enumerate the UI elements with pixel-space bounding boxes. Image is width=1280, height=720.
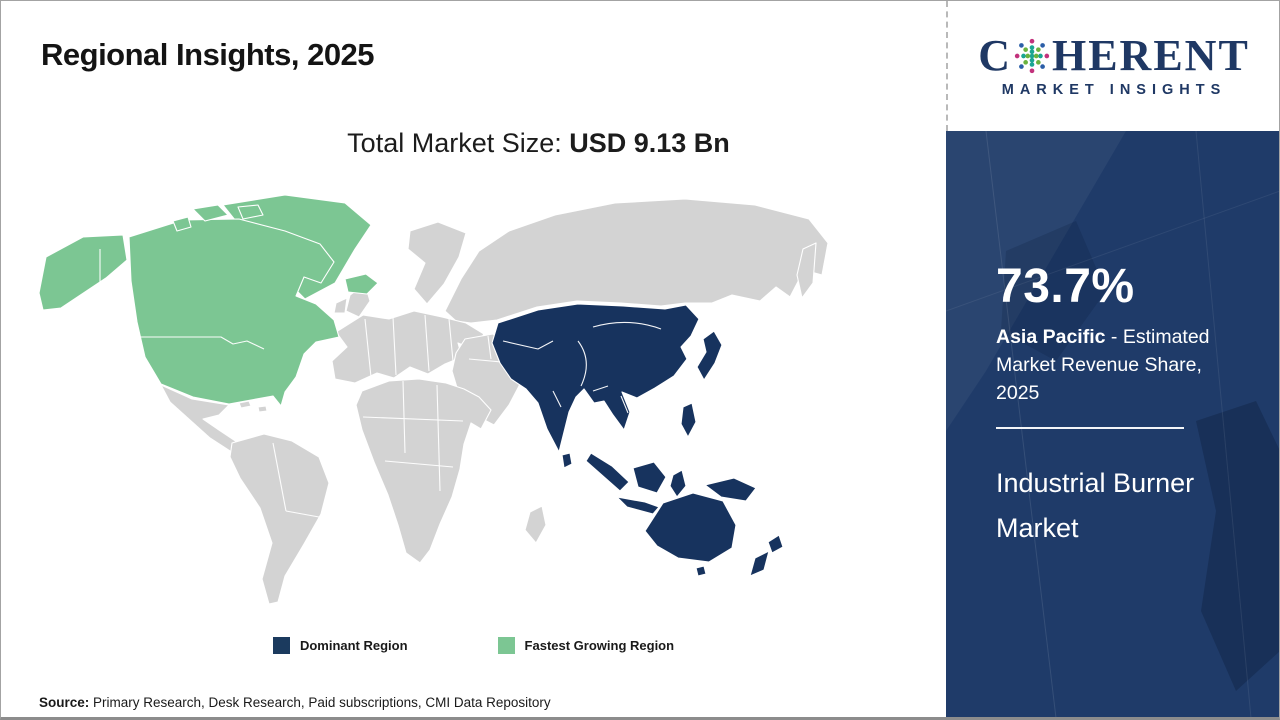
java [616, 496, 660, 515]
logo-tagline: MARKET INSIGHTS [1001, 82, 1227, 98]
alaska [38, 234, 128, 311]
scandinavia [407, 221, 467, 305]
russia [444, 198, 829, 324]
legend-item-dominant: Dominant Region [272, 637, 408, 654]
source-label: Source: [39, 695, 90, 710]
stat-region: Asia Pacific [996, 326, 1106, 348]
source-text: Primary Research, Desk Research, Paid su… [89, 695, 551, 710]
borneo [632, 461, 667, 494]
dominant-region-label: Dominant Region [299, 638, 408, 653]
south-america [229, 433, 330, 605]
coherent-logo: C HERENT [978, 34, 1250, 78]
total-market-size-value: USD 9.13 Bn [569, 128, 730, 158]
logo-globe-icon [1014, 38, 1050, 74]
fastest-growing-region-swatch [497, 637, 515, 654]
arctic-island-1 [192, 204, 229, 222]
sumatra [585, 452, 630, 492]
sidebar-content: 73.7% Asia Pacific - Estimated Market Re… [946, 131, 1279, 717]
page-title: Regional Insights, 2025 [41, 37, 375, 72]
japan [696, 330, 723, 381]
us-canada-border [99, 249, 265, 350]
total-market-size-label: Total Market Size: [347, 128, 570, 158]
africa-borders [362, 380, 464, 492]
logo-word-end: HERENT [1051, 31, 1250, 80]
stat-value: 73.7% [996, 260, 1135, 313]
arctic-island-3 [172, 216, 192, 232]
source-line: Source: Primary Research, Desk Research,… [39, 695, 551, 710]
philippines [680, 402, 697, 438]
fastest-growing-region-label: Fastest Growing Region [524, 638, 675, 653]
logo-area: C HERENT MARKET INSIGHTS [946, 1, 1279, 131]
divider-line [996, 427, 1184, 429]
legend-item-fastest: Fastest Growing Region [497, 637, 675, 654]
iceland [344, 273, 379, 295]
logo-word-start: C [978, 31, 1012, 80]
kamchatka [796, 242, 817, 299]
africa [355, 378, 492, 564]
sidebar: 73.7% Asia Pacific - Estimated Market Re… [946, 131, 1279, 717]
world-map [33, 191, 833, 621]
asia-borders [502, 321, 662, 414]
new-zealand-north [767, 534, 784, 554]
sulawesi [669, 469, 687, 498]
world-map-svg [38, 194, 829, 605]
asia-mainland [491, 303, 700, 453]
map-region-fastest-growing [38, 194, 379, 407]
australia [644, 492, 737, 563]
caribbean-2 [257, 405, 268, 413]
caribbean [238, 400, 252, 409]
market-name: Industrial Burner Market [996, 468, 1195, 543]
sri-lanka [561, 452, 573, 469]
stat-desc-rest: - Estimated Market Revenue Share, 2025 [996, 326, 1210, 404]
ireland [333, 297, 348, 314]
europe-borders [364, 314, 454, 378]
madagascar [524, 505, 547, 544]
dominant-region-swatch [272, 637, 290, 654]
total-market-size: Total Market Size: USD 9.13 Bn [131, 128, 946, 159]
south-america-borders [272, 442, 320, 518]
new-guinea [704, 477, 757, 502]
map-region-dominant [491, 303, 784, 577]
canada-usa [128, 218, 340, 407]
stat-description: Asia Pacific - Estimated Market Revenue … [996, 323, 1246, 407]
legend: Dominant Region Fastest Growing Region [1, 637, 946, 654]
arctic-island-2 [237, 204, 264, 220]
sidebar-background [946, 131, 1279, 717]
tasmania [695, 565, 707, 577]
map-region-other [160, 198, 829, 605]
new-zealand-south [749, 550, 770, 577]
